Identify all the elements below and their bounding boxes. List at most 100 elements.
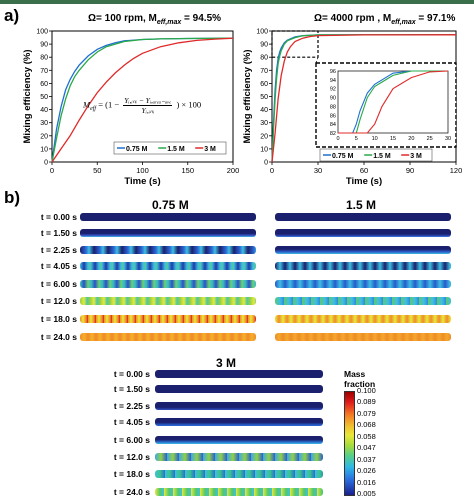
- time-label: t = 12.0 s: [40, 296, 77, 306]
- x-tick-label: 0: [270, 166, 274, 175]
- y-tick-label: 40: [260, 107, 268, 114]
- legend-label: 0.75 M: [126, 146, 148, 153]
- time-label: t = 4.05 s: [113, 417, 150, 427]
- inset-series-line-3M: [338, 70, 449, 134]
- x-tick-label: 150: [181, 166, 194, 175]
- y-tick-label: 10: [260, 146, 268, 153]
- inset-y-tick-label: 92: [330, 87, 336, 93]
- concentration-strip-1-5m: [275, 333, 451, 341]
- colorbar-tick-label: 0.037: [357, 454, 376, 464]
- concentration-strip-0-75m: [80, 280, 256, 288]
- x-tick-label: 90: [406, 166, 414, 175]
- y-tick-label: 20: [260, 133, 268, 140]
- colorbar-tick-label: 0.047: [357, 443, 376, 453]
- colorbar-tick-label: 0.026: [357, 466, 376, 476]
- chart-right-title: Ω= 4000 rpm , Meff,max = 97.1%: [314, 13, 456, 26]
- concentration-strip-0-75m: [80, 229, 256, 237]
- inset-x-tick-label: 15: [390, 136, 396, 142]
- concentration-strip-0-75m: [80, 262, 256, 270]
- series-line-3M: [51, 37, 234, 163]
- time-label: t = 0.00 s: [40, 212, 77, 222]
- efficiency-equation: Meff = (1 − Yᵢ,ᵢₙᵢ − Yᵢ,ₐᵣₑₐ₋ₐᵥₑ Yᵢ,ᵢₙᵢ …: [83, 96, 202, 115]
- zoom-region-box: [271, 30, 319, 58]
- inset-x-tick-label: 20: [408, 136, 414, 142]
- time-label: t = 0.00 s: [113, 369, 150, 379]
- time-label: t = 2.25 s: [113, 401, 150, 411]
- concentration-strip-1-5m: [275, 262, 451, 270]
- inset-y-tick-label: 86: [330, 113, 336, 119]
- inset-x-tick-label: 0: [336, 136, 339, 142]
- time-label: t = 1.50 s: [113, 384, 150, 394]
- inset-y-tick-label: 96: [330, 69, 336, 75]
- legend-box: [319, 148, 433, 162]
- y-tick-label: 90: [40, 42, 48, 49]
- concentration-strip-1-5m: [275, 315, 451, 323]
- x-tick-label: 0: [50, 166, 54, 175]
- colorbar-tick-label: 0.016: [357, 477, 376, 487]
- inset-y-tick-label: 94: [330, 78, 336, 84]
- x-axis-label: Time (s): [346, 176, 382, 187]
- time-label: t = 12.0 s: [113, 452, 150, 462]
- x-tick-label: 60: [360, 166, 368, 175]
- y-tick-label: 0: [44, 160, 48, 167]
- colorbar-tick-label: 0.005: [357, 489, 376, 498]
- colorbar-tick-label: 0.068: [357, 420, 376, 430]
- zoom-connector: [315, 57, 319, 64]
- chart-right: 82 84 86 88 90 92 94 96 0 5 10 15 20 25 30 0 10 20 30 40 50 6…: [242, 29, 463, 188]
- colorbar-title: Mass fraction: [344, 369, 376, 389]
- inset-y-tick-label: 88: [330, 104, 336, 110]
- inset-x-tick-label: 30: [445, 136, 451, 142]
- time-label: t = 24.0 s: [113, 487, 150, 497]
- x-tick-label: 30: [314, 166, 322, 175]
- y-tick-label: 90: [260, 42, 268, 49]
- y-tick-label: 100: [256, 29, 268, 36]
- x-tick-label: 50: [93, 166, 101, 175]
- colorbar-tick-label: 0.100: [357, 386, 376, 395]
- colorbar: [344, 391, 355, 496]
- colorbar-tick-label: 0.058: [357, 431, 376, 441]
- concentration-strip-0-75m: [80, 213, 256, 221]
- legend-label: 0.75 M: [332, 153, 354, 160]
- time-label: t = 1.50 s: [40, 228, 77, 238]
- y-tick-label: 100: [36, 29, 48, 36]
- concentration-strip-1-5m: [275, 229, 451, 237]
- legend-label: 3 M: [204, 146, 216, 153]
- chart-left: 0 10 20 30 40 50 60 70 80 90 100 0 50 100 150 200 Time (…: [22, 29, 240, 188]
- column-heading-3m: 3 M: [216, 356, 237, 370]
- y-tick-label: 50: [40, 94, 48, 101]
- inset-plot-frame: [337, 70, 449, 134]
- y-tick-label: 80: [260, 55, 268, 62]
- x-tick-label: 200: [227, 166, 240, 175]
- concentration-strip-3m: [155, 470, 323, 478]
- panel-a-label: a): [4, 6, 20, 25]
- concentration-strip-1-5m: [275, 297, 451, 305]
- inset-x-tick-label: 5: [355, 136, 358, 142]
- time-label: t = 18.0 s: [40, 314, 77, 324]
- y-tick-label: 80: [40, 55, 48, 62]
- y-tick-label: 70: [40, 68, 48, 75]
- top-border: [0, 0, 474, 4]
- series-line-3M: [271, 34, 457, 163]
- colorbar-tick-label: 0.079: [357, 408, 376, 418]
- inset-frame: [315, 62, 457, 148]
- x-tick-label: 120: [450, 166, 463, 175]
- concentration-strip-3m: [155, 453, 323, 461]
- inset-x-tick-label: 25: [427, 136, 433, 142]
- concentration-strip-1-5m: [275, 280, 451, 288]
- concentration-strip-0-75m: [80, 315, 256, 323]
- y-tick-label: 30: [260, 120, 268, 127]
- inset-y-tick-label: 82: [330, 131, 336, 137]
- concentration-strip-3m: [155, 402, 323, 410]
- concentration-strip-1-5m: [275, 246, 451, 254]
- concentration-strip-0-75m: [80, 246, 256, 254]
- series-line-15M: [51, 37, 234, 163]
- time-label: t = 4.05 s: [40, 261, 77, 271]
- y-tick-label: 50: [260, 94, 268, 101]
- colorbar-tick-label: 0.089: [357, 397, 376, 407]
- concentration-strip-0-75m: [80, 297, 256, 305]
- concentration-strip-3m: [155, 436, 323, 444]
- y-tick-label: 60: [40, 81, 48, 88]
- x-tick-label: 100: [136, 166, 149, 175]
- column-heading-0-75m: 0.75 M: [152, 198, 189, 212]
- time-label: t = 18.0 s: [113, 469, 150, 479]
